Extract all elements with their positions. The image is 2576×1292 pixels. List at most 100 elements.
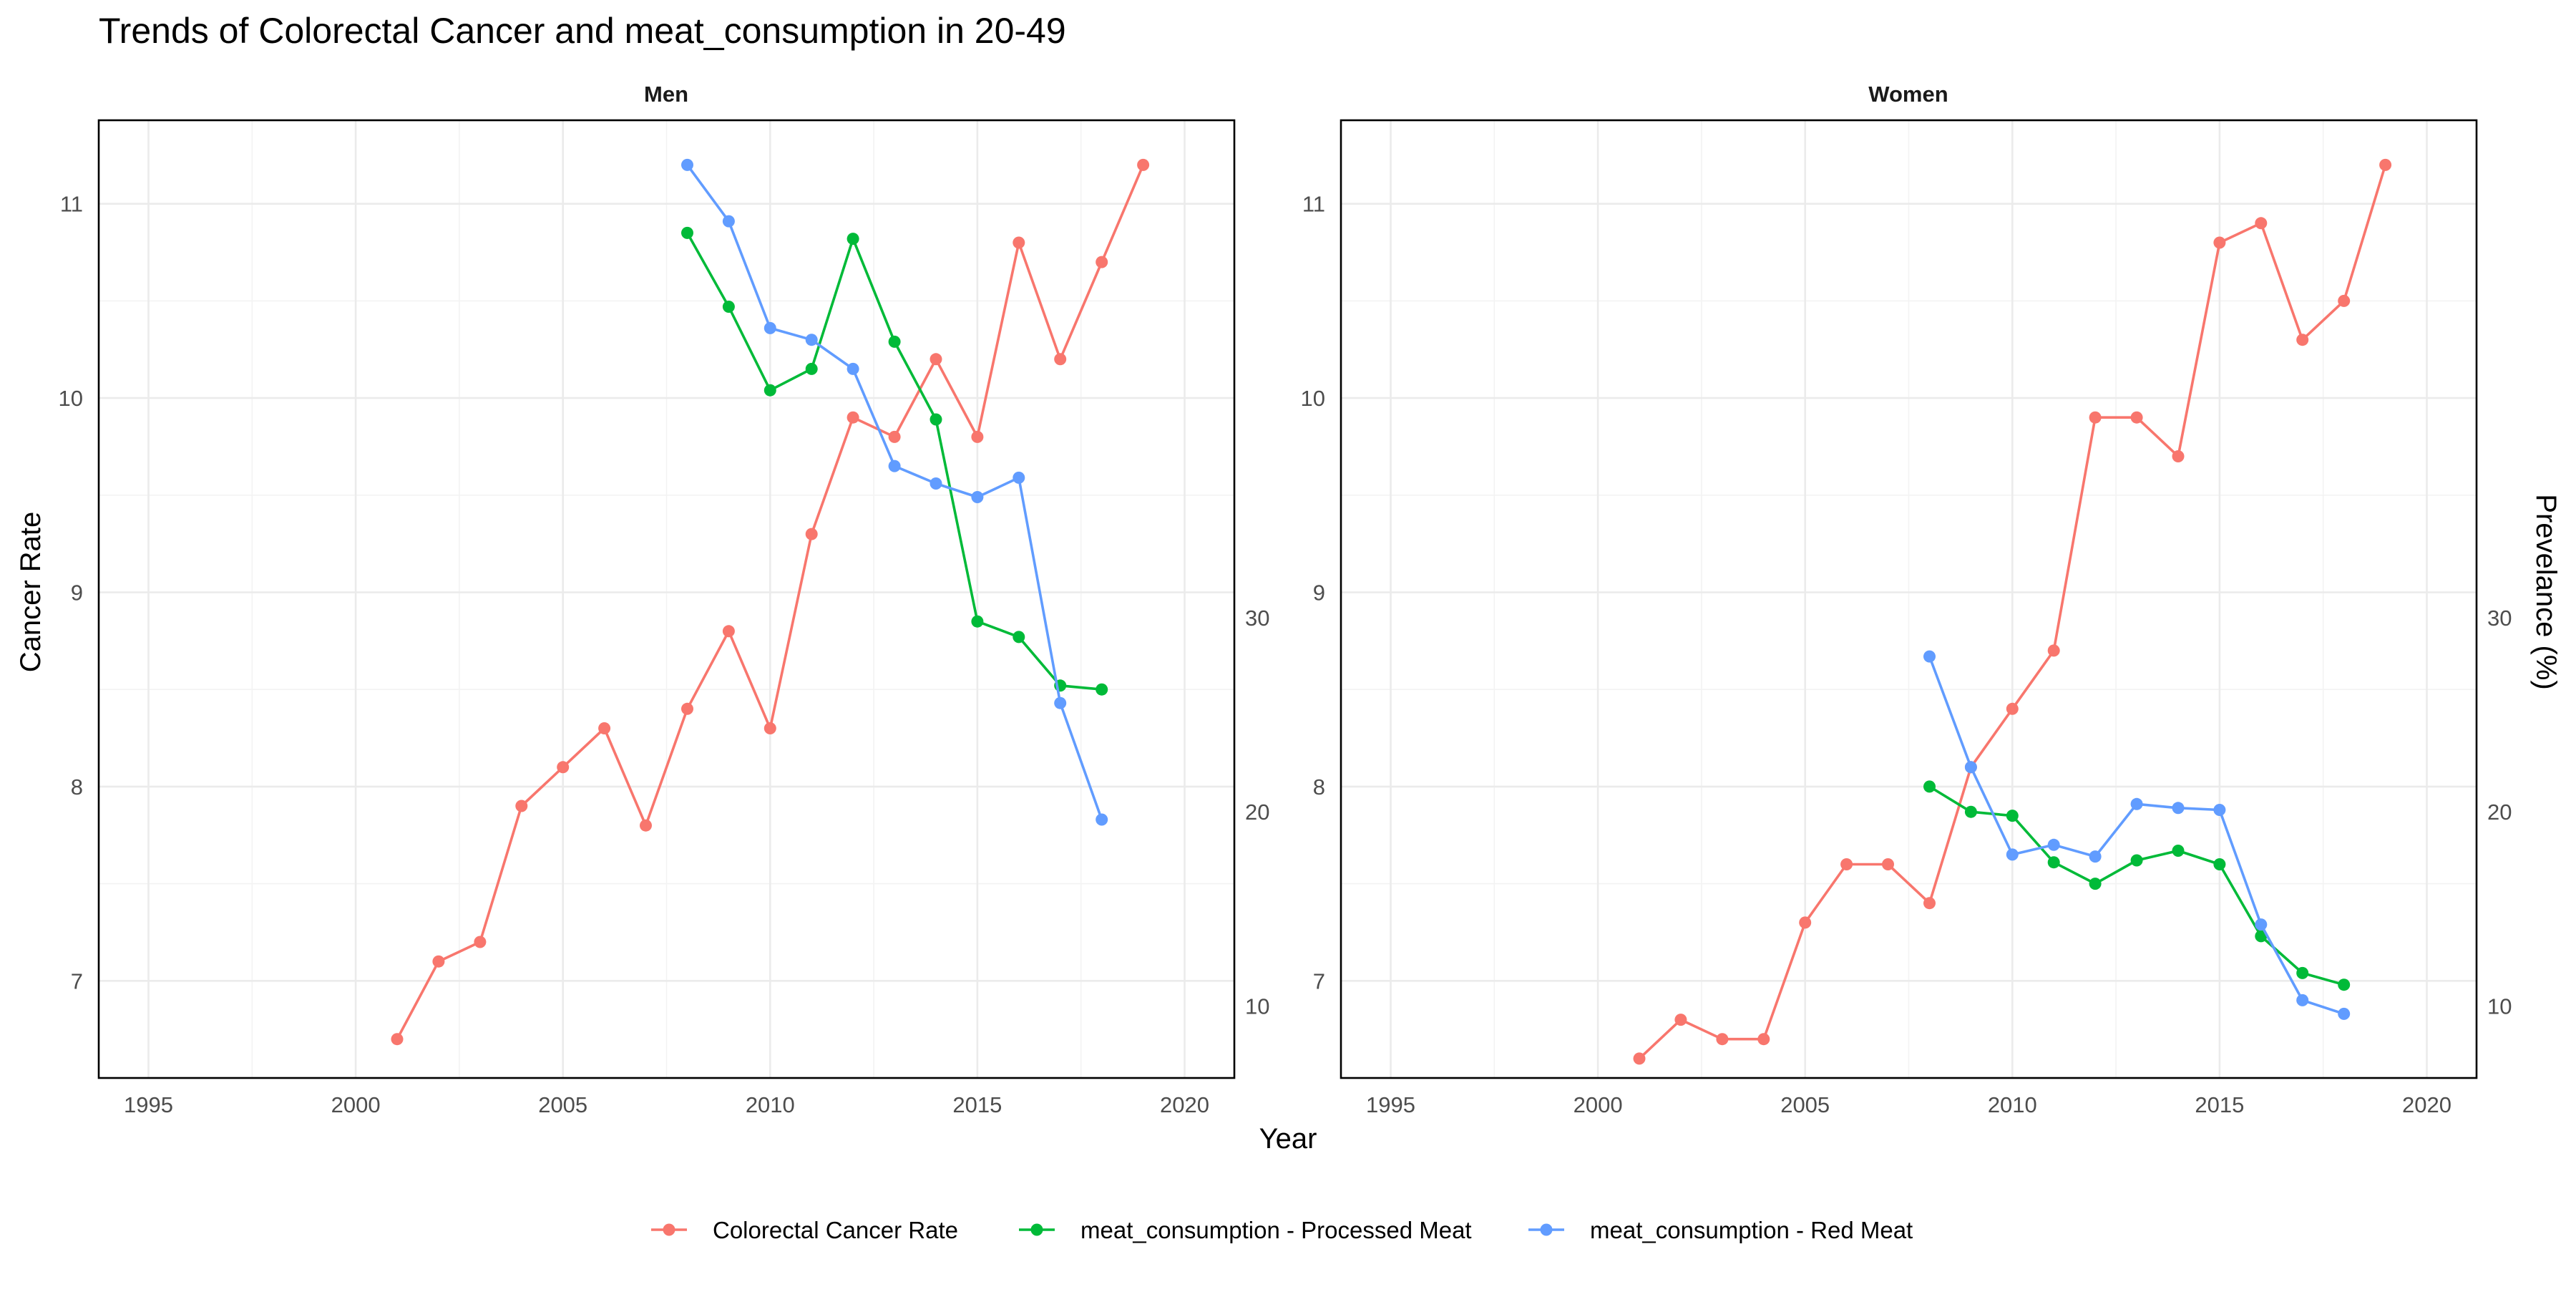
panel-women: 1995 2000 2005 2010 2015 2020 7 8 9 10 11 10 20 30 xyxy=(1301,119,2512,1117)
women-meat-consumption-processed-meat-point-2014 xyxy=(2172,845,2185,857)
men-colorectal-cancer-rate-point-2004 xyxy=(515,800,528,812)
legend-item-meat-consumption-red-meat-label: meat_consumption - Red Meat xyxy=(1590,1217,1913,1243)
women-y-left-tick-label: 8 xyxy=(1313,774,1325,800)
chart-title: Trends of Colorectal Cancer and meat_con… xyxy=(99,11,1066,51)
women-meat-consumption-processed-meat-point-2009 xyxy=(1964,805,1977,818)
women-x-tick-label: 2015 xyxy=(2195,1092,2244,1117)
men-meat-consumption-processed-meat-point-2013 xyxy=(888,335,901,348)
men-colorectal-cancer-rate-point-2007 xyxy=(640,819,652,832)
men-colorectal-cancer-rate-point-2015 xyxy=(971,430,984,443)
women-colorectal-cancer-rate-point-2005 xyxy=(1799,916,1812,929)
men-colorectal-cancer-rate-point-2003 xyxy=(474,936,487,948)
men-x-tick-label: 2000 xyxy=(331,1092,381,1117)
men-colorectal-cancer-rate-point-2005 xyxy=(557,761,570,774)
women-meat-consumption-processed-meat-point-2010 xyxy=(2006,810,2019,822)
legend-item-colorectal-cancer-rate: Colorectal Cancer Rate xyxy=(651,1217,958,1243)
women-colorectal-cancer-rate-point-2015 xyxy=(2213,236,2226,249)
men-meat-consumption-processed-meat-point-2008 xyxy=(681,226,693,239)
men-x-tick-label: 2010 xyxy=(746,1092,795,1117)
men-meat-consumption-red-meat-point-2013 xyxy=(888,460,901,472)
men-y-left-tick-label: 11 xyxy=(60,192,83,217)
women-meat-consumption-processed-meat-point-2016 xyxy=(2255,930,2268,943)
men-y-right-tick-label: 10 xyxy=(1245,994,1269,1019)
legend-item-meat-consumption-processed-meat: meat_consumption - Processed Meat xyxy=(1019,1217,1472,1243)
men-meat-consumption-red-meat-point-2008 xyxy=(681,158,693,171)
women-meat-consumption-processed-meat-point-2017 xyxy=(2296,966,2309,979)
women-x-tick-label: 2005 xyxy=(1780,1092,1830,1117)
men-colorectal-cancer-rate-point-2009 xyxy=(722,625,735,638)
men-colorectal-cancer-rate-point-2012 xyxy=(847,411,859,424)
men-meat-consumption-processed-meat-point-2015 xyxy=(971,615,984,628)
men-colorectal-cancer-rate-point-2008 xyxy=(681,702,693,715)
women-colorectal-cancer-rate-point-2018 xyxy=(2338,294,2351,307)
men-meat-consumption-processed-meat-point-2014 xyxy=(930,413,942,426)
panel-men: 1995 2000 2005 2010 2015 2020 7 8 9 10 11 10 20 30 xyxy=(59,119,1269,1117)
women-colorectal-cancer-rate-point-2019 xyxy=(2379,158,2392,171)
women-meat-consumption-red-meat-point-2009 xyxy=(1964,761,1977,774)
men-colorectal-cancer-rate-point-2014 xyxy=(930,353,942,366)
legend-item-meat-consumption-processed-meat-label: meat_consumption - Processed Meat xyxy=(1080,1217,1472,1243)
men-colorectal-cancer-rate-point-2010 xyxy=(763,722,776,734)
men-y-left-tick-label: 7 xyxy=(71,968,83,994)
women-meat-consumption-red-meat-point-2016 xyxy=(2255,918,2268,931)
men-colorectal-cancer-rate-point-2018 xyxy=(1096,256,1108,268)
men-meat-consumption-red-meat-point-2011 xyxy=(805,334,818,346)
panel-strip-women: Women xyxy=(1868,82,1948,107)
women-meat-consumption-processed-meat-point-2008 xyxy=(1923,780,1936,793)
chart-legend: Colorectal Cancer Rate meat_consumption -… xyxy=(651,1217,1913,1243)
men-colorectal-cancer-rate-point-2019 xyxy=(1137,158,1150,171)
women-meat-consumption-processed-meat-point-2018 xyxy=(2338,978,2351,991)
women-panel-border xyxy=(1340,119,2478,1079)
women-colorectal-cancer-rate-point-2002 xyxy=(1674,1014,1687,1026)
men-colorectal-cancer-rate-point-2011 xyxy=(805,528,818,540)
women-colorectal-cancer-rate-point-2014 xyxy=(2172,450,2185,462)
women-y-right-tick-label: 20 xyxy=(2487,800,2512,825)
women-meat-consumption-processed-meat-point-2011 xyxy=(2047,856,2060,869)
women-x-tick-label: 1995 xyxy=(1366,1092,1415,1117)
women-colorectal-cancer-rate-point-2007 xyxy=(1882,858,1894,870)
men-panel-border xyxy=(97,119,1236,1079)
women-meat-consumption-red-meat-point-2013 xyxy=(2130,797,2143,810)
men-meat-consumption-processed-meat-point-2009 xyxy=(722,301,735,313)
men-meat-consumption-processed-meat-point-2018 xyxy=(1096,683,1108,696)
women-meat-consumption-red-meat-point-2012 xyxy=(2089,850,2102,863)
women-meat-consumption-red-meat-point-2015 xyxy=(2213,804,2226,816)
men-meat-consumption-processed-meat-point-2011 xyxy=(805,362,818,375)
men-meat-consumption-processed-meat-point-2010 xyxy=(763,384,776,397)
legend-item-meat-consumption-processed-meat-point-key xyxy=(1030,1223,1043,1236)
men-meat-consumption-red-meat-point-2015 xyxy=(971,491,984,503)
women-meat-consumption-red-meat-point-2011 xyxy=(2047,838,2060,851)
panel-strip-men: Men xyxy=(644,82,688,107)
women-colorectal-cancer-rate-point-2008 xyxy=(1923,897,1936,910)
women-y-left-tick-label: 11 xyxy=(1302,192,1325,217)
women-colorectal-cancer-rate-point-2017 xyxy=(2296,334,2309,346)
women-colorectal-cancer-rate-point-2011 xyxy=(2047,644,2060,657)
men-meat-consumption-red-meat-point-2016 xyxy=(1013,471,1025,484)
men-meat-consumption-processed-meat-point-2012 xyxy=(847,233,859,246)
men-x-tick-label: 1995 xyxy=(124,1092,173,1117)
men-colorectal-cancer-rate-point-2002 xyxy=(432,955,445,968)
men-meat-consumption-red-meat-point-2017 xyxy=(1054,696,1067,709)
women-colorectal-cancer-rate-point-2001 xyxy=(1633,1052,1646,1065)
men-colorectal-cancer-rate-point-2016 xyxy=(1013,236,1025,249)
women-x-tick-label: 2010 xyxy=(1988,1092,2037,1117)
women-meat-consumption-red-meat-point-2018 xyxy=(2338,1007,2351,1020)
women-x-tick-label: 2000 xyxy=(1574,1092,1623,1117)
men-meat-consumption-red-meat-point-2010 xyxy=(763,321,776,334)
men-meat-consumption-red-meat-point-2014 xyxy=(930,477,942,490)
men-meat-consumption-red-meat-point-2009 xyxy=(722,215,735,228)
women-colorectal-cancer-rate-point-2012 xyxy=(2089,411,2102,424)
women-y-right-tick-label: 10 xyxy=(2487,994,2512,1019)
legend-item-colorectal-cancer-rate-point-key xyxy=(663,1223,675,1236)
y-axis-right-title: Prevelance (%) xyxy=(2530,494,2562,689)
men-y-left-tick-label: 10 xyxy=(59,386,83,411)
men-x-tick-label: 2005 xyxy=(538,1092,587,1117)
women-y-left-tick-label: 9 xyxy=(1313,581,1325,606)
men-meat-consumption-red-meat-point-2012 xyxy=(847,362,859,375)
men-y-left-tick-label: 9 xyxy=(71,581,83,606)
women-colorectal-cancer-rate-point-2006 xyxy=(1840,858,1853,870)
women-y-right-tick-label: 30 xyxy=(2487,606,2512,631)
